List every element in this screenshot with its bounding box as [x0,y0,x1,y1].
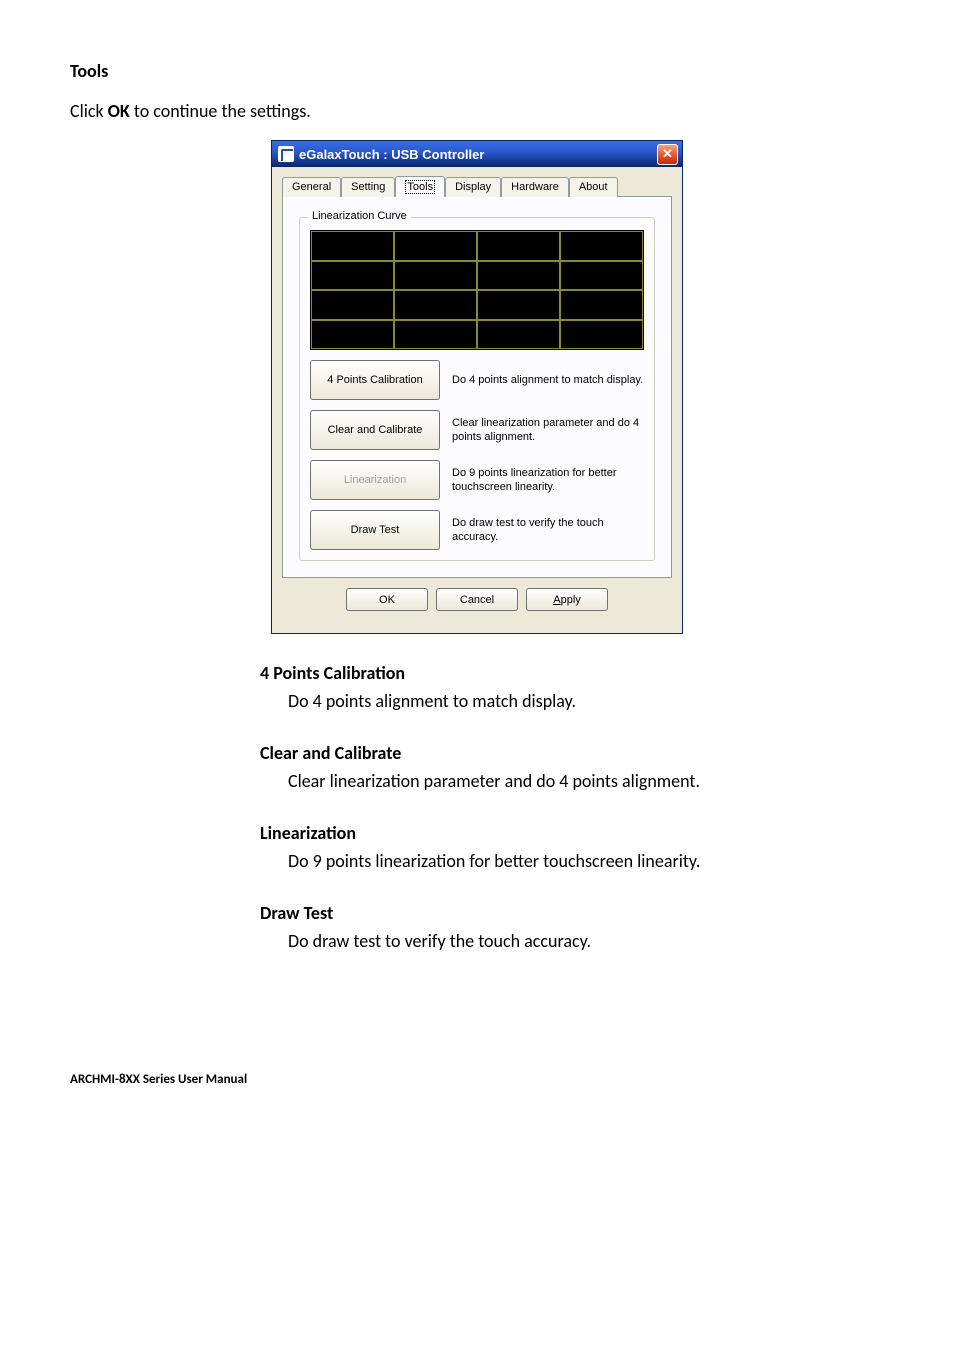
explain-desc: Do draw test to verify the touch accurac… [288,930,884,952]
tab-hardware[interactable]: Hardware [501,177,569,197]
tab-tools-label: Tools [405,180,435,194]
grid-cell [311,290,394,320]
grid-cell [394,290,477,320]
egalax-dialog: eGalaxTouch : USB Controller ✕ General S… [271,140,683,634]
tab-tools[interactable]: Tools [395,176,445,197]
linearization-button: Linearization [310,460,440,500]
grid-cell [394,261,477,291]
dialog-body: General Setting Tools Display Hardware A… [272,167,682,633]
tab-setting[interactable]: Setting [341,177,395,197]
grid-cell [560,261,643,291]
dialog-title: eGalaxTouch : USB Controller [299,147,657,162]
explain-desc: Do 4 points alignment to match display. [288,690,884,712]
grid-cell [560,290,643,320]
tab-display[interactable]: Display [445,177,501,197]
groupbox-label: Linearization Curve [308,210,411,222]
grid-cell [477,290,560,320]
four-points-calibration-button[interactable]: 4 Points Calibration [310,360,440,400]
grid-cell [394,231,477,261]
explain-draw: Draw Test Do draw test to verify the tou… [260,902,884,952]
explain-desc: Do 9 points linearization for better tou… [288,850,884,872]
app-icon [278,146,294,162]
explain-title: Clear and Calibrate [260,742,884,764]
ok-button[interactable]: OK [346,588,428,611]
linearization-grid [310,230,644,350]
explain-title: 4 Points Calibration [260,662,884,684]
instruction-post: to continue the settings. [130,100,311,122]
four-points-desc: Do 4 points alignment to match display. [452,373,643,387]
explain-clear: Clear and Calibrate Clear linearization … [260,742,884,792]
grid-cell [394,320,477,350]
tab-strip: General Setting Tools Display Hardware A… [282,177,672,197]
tab-general[interactable]: General [282,177,341,197]
grid-cell [560,320,643,350]
close-icon[interactable]: ✕ [657,144,678,165]
apply-mnemonic: A [553,594,560,606]
clear-desc: Clear linearization parameter and do 4 p… [452,416,644,445]
apply-button[interactable]: Apply [526,588,608,611]
tool-row-4points: 4 Points Calibration Do 4 points alignme… [310,360,644,400]
linearization-groupbox: Linearization Curve 4 Points Calibration… [299,217,655,561]
draw-test-button[interactable]: Draw Test [310,510,440,550]
explain-desc: Clear linearization parameter and do 4 p… [288,770,884,792]
tool-row-clear: Clear and Calibrate Clear linearization … [310,410,644,450]
tools-tab-page: Linearization Curve 4 Points Calibration… [282,196,672,578]
instruction-bold: OK [108,100,130,122]
grid-cell [477,261,560,291]
grid-cell [311,231,394,261]
grid-cell [477,231,560,261]
draw-test-desc: Do draw test to verify the touch accurac… [452,516,644,545]
explain-4points: 4 Points Calibration Do 4 points alignme… [260,662,884,712]
tab-about[interactable]: About [569,177,618,197]
grid-cell [311,320,394,350]
dialog-button-row: OK Cancel Apply [282,578,672,621]
explain-linearization: Linearization Do 9 points linearization … [260,822,884,872]
linearization-desc: Do 9 points linearization for better tou… [452,466,644,495]
explain-title: Linearization [260,822,884,844]
page-footer: ARCHMI-8XX Series User Manual [70,1072,884,1087]
grid-cell [560,231,643,261]
tool-row-linearization: Linearization Do 9 points linearization … [310,460,644,500]
cancel-button[interactable]: Cancel [436,588,518,611]
instruction-pre: Click [70,100,108,122]
grid-cell [311,261,394,291]
tool-row-draw: Draw Test Do draw test to verify the tou… [310,510,644,550]
clear-and-calibrate-button[interactable]: Clear and Calibrate [310,410,440,450]
dialog-titlebar[interactable]: eGalaxTouch : USB Controller ✕ [272,141,682,167]
explain-title: Draw Test [260,902,884,924]
instruction-text: Click OK to continue the settings. [70,100,884,122]
section-heading: Tools [70,60,884,82]
apply-rest: pply [561,594,581,606]
grid-cell [477,320,560,350]
